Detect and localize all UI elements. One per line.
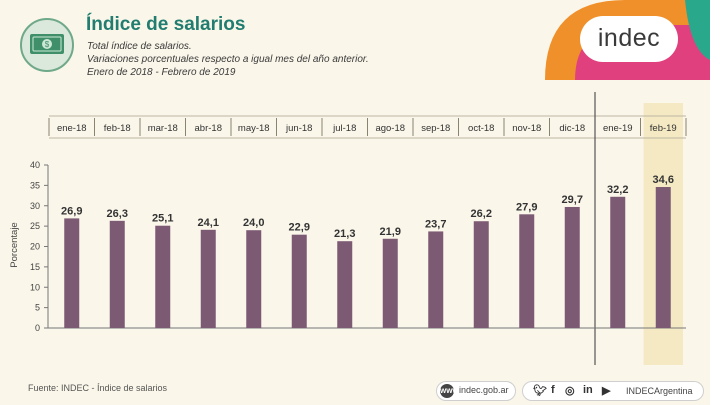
- data-label: 26,2: [471, 208, 492, 220]
- data-label: 32,2: [607, 184, 628, 196]
- bar: [155, 225, 171, 328]
- data-label: 34,6: [653, 174, 674, 186]
- source-note: Fuente: INDEC - Índice de salarios: [28, 383, 168, 393]
- bar: [337, 241, 353, 328]
- linkedin-icon[interactable]: in: [583, 384, 593, 396]
- bar: [382, 238, 398, 328]
- y-tick-label: 0: [35, 323, 40, 333]
- x-tick-label: nov-18: [512, 123, 541, 134]
- x-tick-label: ago-18: [375, 123, 405, 134]
- logo-badge: [580, 16, 678, 62]
- website-link[interactable]: www indec.gob.ar: [436, 381, 516, 401]
- bar: [64, 218, 80, 328]
- y-tick-label: 25: [30, 221, 40, 231]
- x-tick-label: oct-18: [468, 123, 494, 134]
- x-tick-label: abr-18: [195, 123, 222, 134]
- instagram-icon[interactable]: ◎: [565, 385, 575, 397]
- globe-icon: www: [440, 384, 459, 398]
- data-label: 26,9: [61, 205, 82, 217]
- twitter-icon[interactable]: 🐦︎: [533, 385, 547, 397]
- data-label: 21,9: [380, 226, 401, 238]
- y-tick-label: 30: [30, 201, 40, 211]
- data-label: 29,7: [562, 194, 583, 206]
- x-tick-label: may-18: [238, 123, 270, 134]
- x-tick-label: dic-18: [559, 123, 585, 134]
- data-label: 23,7: [425, 218, 446, 230]
- data-label: 25,1: [152, 213, 173, 225]
- bar: [473, 221, 489, 328]
- x-tick-label: feb-19: [650, 123, 677, 134]
- x-tick-label: sep-18: [421, 123, 450, 134]
- y-tick-label: 15: [30, 262, 40, 272]
- data-label: 24,1: [198, 217, 219, 229]
- bar: [109, 220, 125, 328]
- social-handle: INDECArgentina: [626, 386, 693, 396]
- page-title: Índice de salarios: [86, 14, 246, 35]
- bar: [200, 229, 216, 328]
- bar: [655, 187, 671, 328]
- svg-text:$: $: [45, 40, 50, 49]
- x-tick-label: ene-18: [57, 123, 87, 134]
- y-tick-label: 10: [30, 282, 40, 292]
- data-label: 26,3: [107, 208, 128, 220]
- data-label: 22,9: [289, 222, 310, 234]
- website-text: indec.gob.ar: [459, 385, 509, 395]
- y-tick-label: 35: [30, 180, 40, 190]
- y-tick-label: 5: [35, 303, 40, 313]
- subtitle-line-3: Enero de 2018 - Febrero de 2019: [87, 67, 236, 78]
- bar: [564, 206, 580, 328]
- data-label: 24,0: [243, 217, 264, 229]
- x-tick-label: jun-18: [285, 123, 312, 134]
- indec-logo: indec: [597, 24, 661, 52]
- money-bill-icon: $: [20, 18, 74, 72]
- youtube-icon[interactable]: ▶: [602, 385, 611, 397]
- bar: [428, 231, 444, 328]
- x-tick-label: mar-18: [148, 123, 178, 134]
- bar: [610, 196, 626, 328]
- subtitle-line-1: Total índice de salarios.: [87, 41, 192, 52]
- data-label: 27,9: [516, 201, 537, 213]
- y-axis-title: Porcentaje: [9, 222, 20, 267]
- data-label: 21,3: [334, 228, 355, 240]
- facebook-icon[interactable]: f: [551, 384, 555, 396]
- x-tick-label: jul-18: [332, 123, 356, 134]
- bar: [291, 234, 307, 328]
- subtitle-line-2: Variaciones porcentuales respecto a igua…: [87, 54, 369, 65]
- x-tick-label: ene-19: [603, 123, 633, 134]
- y-tick-label: 20: [30, 242, 40, 252]
- bar-chart: ene-18 feb-18 mar-18 abr-18 may-18 jun-18 jul-…: [9, 92, 687, 365]
- x-tick-label: feb-18: [104, 123, 131, 134]
- y-tick-label: 40: [30, 160, 40, 170]
- bar: [519, 214, 535, 328]
- social-links: 🐦︎ f ◎ in ▶ INDECArgentina: [522, 381, 704, 401]
- bar: [246, 230, 262, 328]
